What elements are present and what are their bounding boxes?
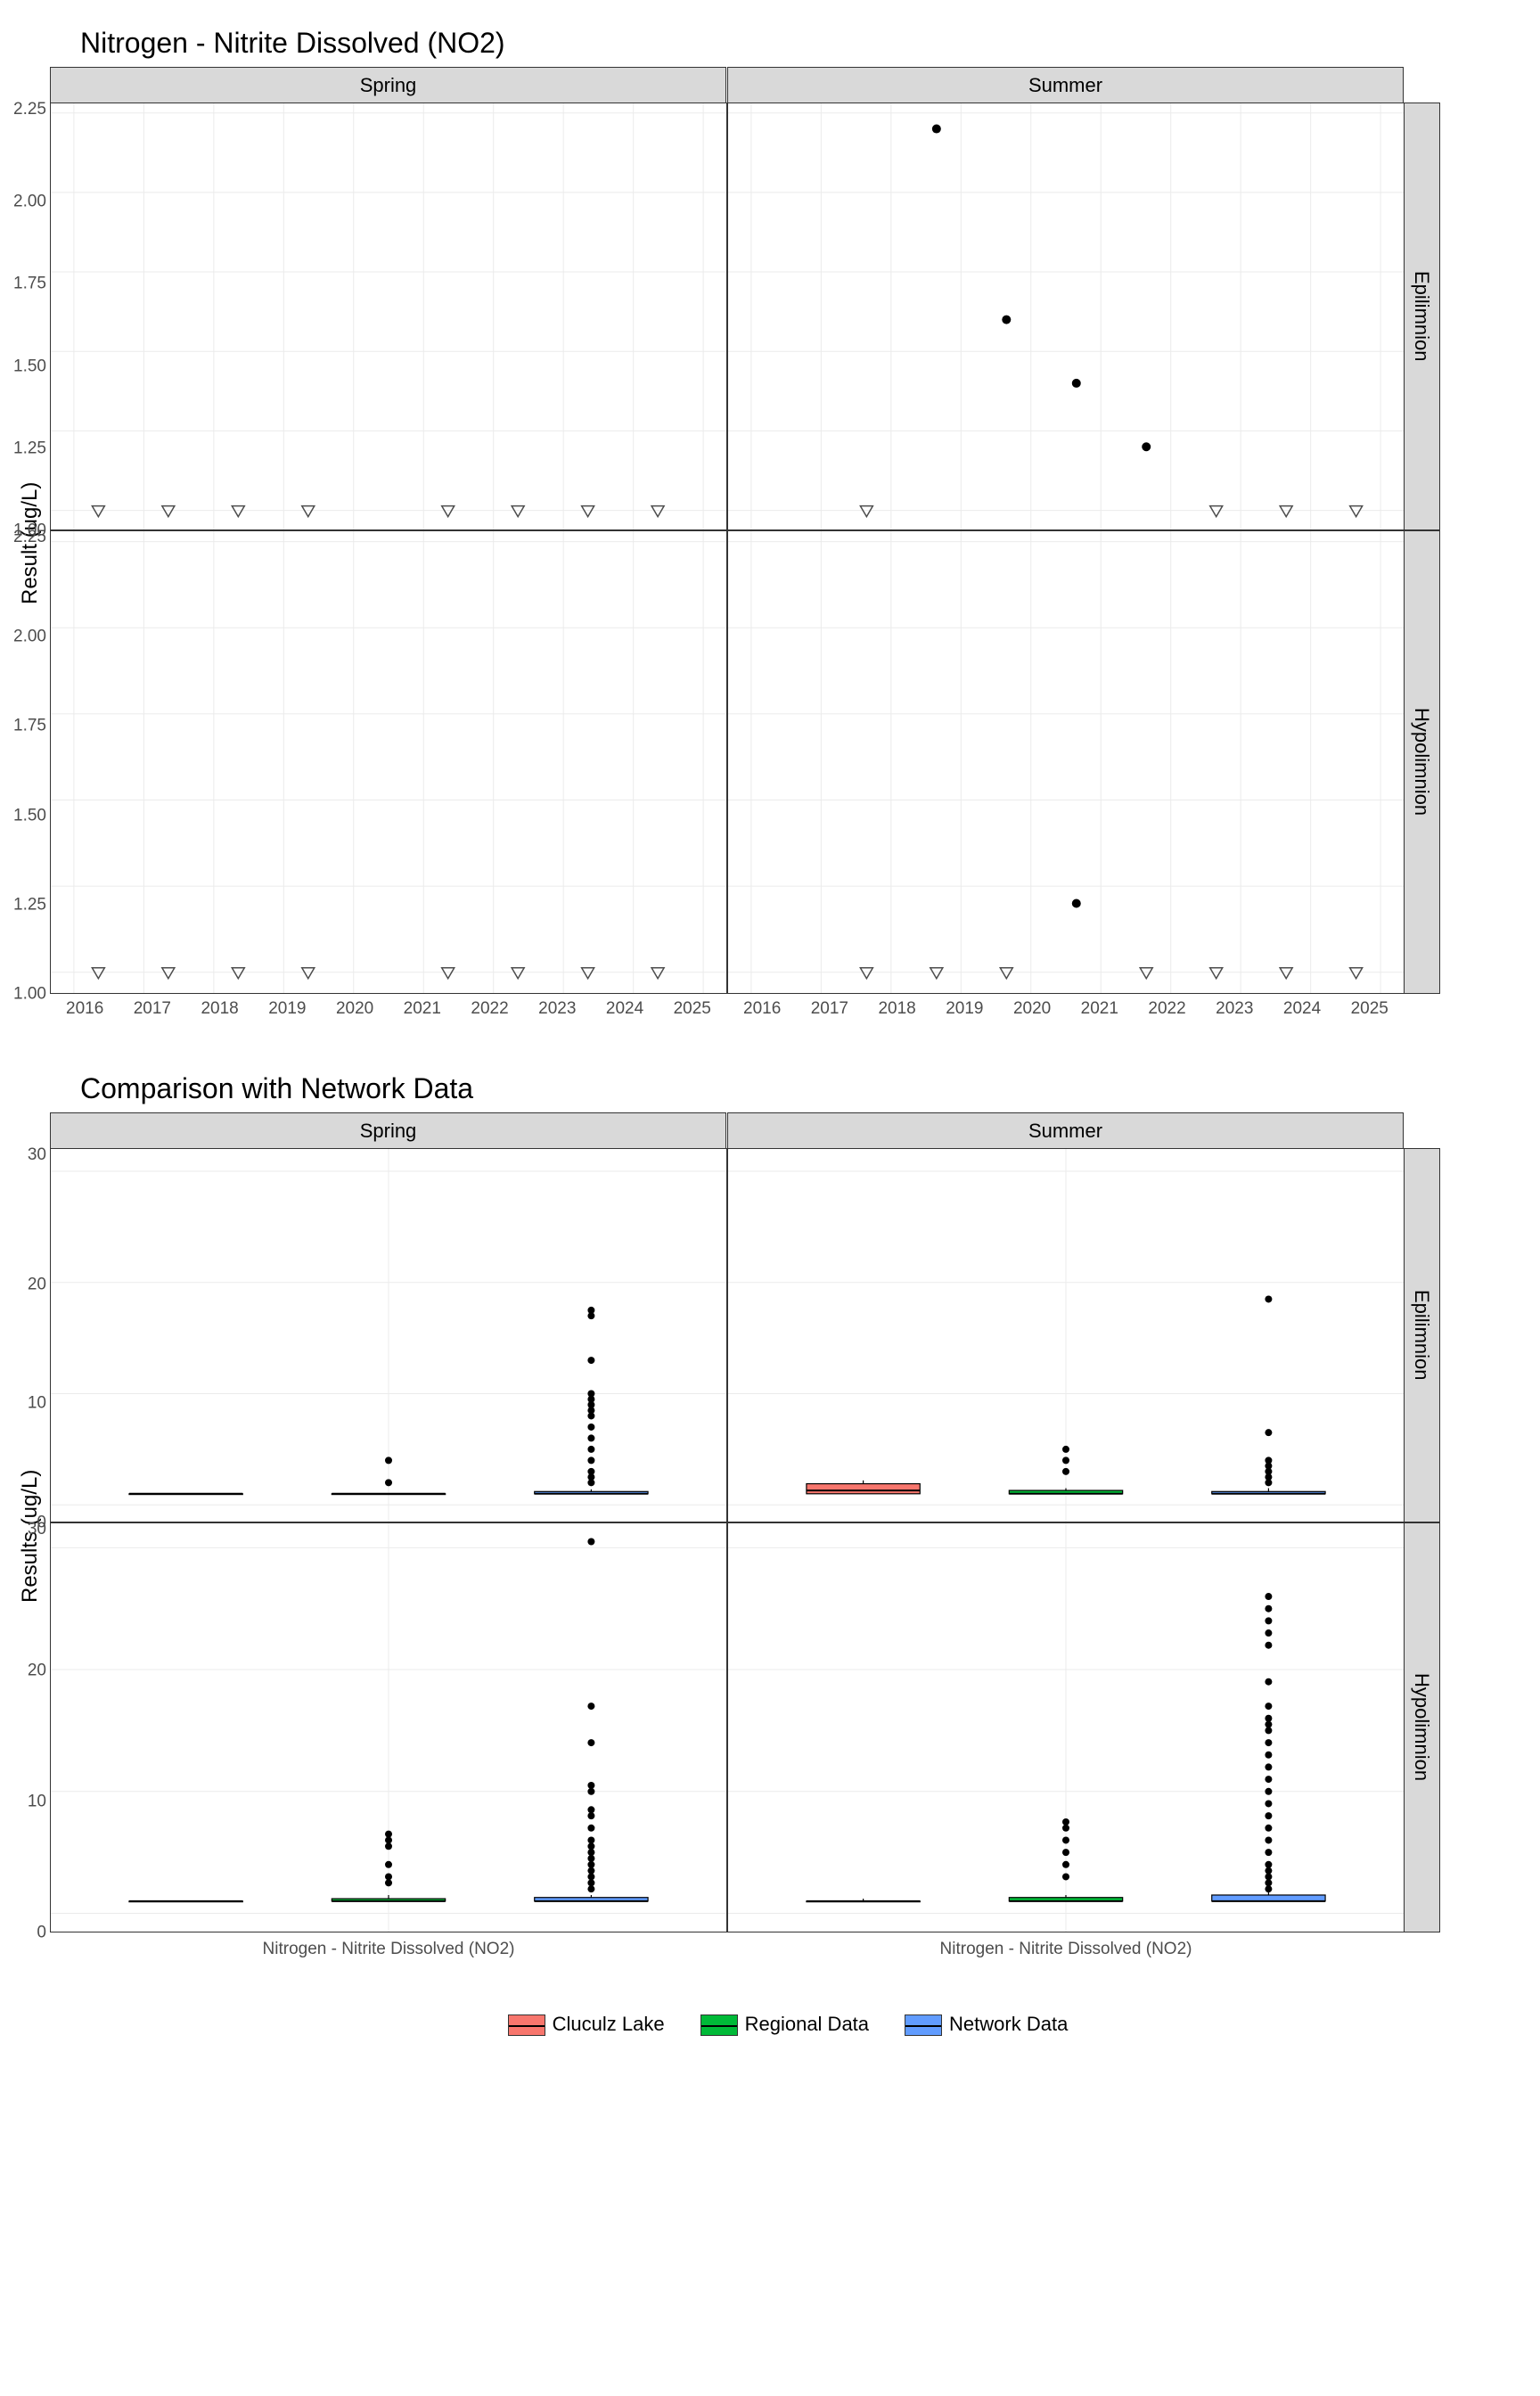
plot-area — [727, 1522, 1405, 1932]
fig1-panels: Spring2.252.001.751.501.251.00SummerEpil… — [50, 67, 1440, 994]
fig2-panel: Spring3020100 — [50, 1112, 727, 1522]
x-label: Nitrogen - Nitrite Dissolved (NO2) — [50, 1932, 727, 1959]
fig1-title: Nitrogen - Nitrite Dissolved (NO2) — [80, 27, 1540, 60]
fig1-panel: Spring2.252.001.751.501.251.00 — [50, 67, 727, 530]
row-strip: Epilimnion — [1403, 1148, 1440, 1522]
legend-item: Cluculz Lake — [508, 2013, 665, 2036]
figure-2: Comparison with Network Data Results (ug… — [18, 1072, 1540, 1959]
column-strip: Spring — [50, 67, 726, 104]
fig2-panel: Hypolimnion — [727, 1522, 1405, 1932]
plot-area — [50, 530, 727, 994]
legend-swatch — [905, 2014, 942, 2036]
row-strip: Hypolimnion — [1403, 1522, 1440, 1932]
fig2-panel: 3020100 — [50, 1522, 727, 1932]
column-strip: Spring — [50, 1112, 726, 1150]
plot-area — [727, 1148, 1405, 1522]
plot-area — [50, 103, 727, 530]
plot-area — [50, 1522, 727, 1932]
legend-swatch — [700, 2014, 738, 2036]
fig2-title: Comparison with Network Data — [80, 1072, 1540, 1105]
legend-label: Network Data — [949, 2013, 1068, 2035]
fig1-panel: SummerEpilimnion — [727, 67, 1405, 530]
fig1-panel: Hypolimnion — [727, 530, 1405, 994]
x-label: Nitrogen - Nitrite Dissolved (NO2) — [727, 1932, 1405, 1959]
column-strip: Summer — [727, 67, 1404, 104]
fig1-xaxis: 2016201720182019202020212022202320242025… — [50, 994, 1405, 1019]
column-strip: Summer — [727, 1112, 1404, 1150]
x-ticks: 2016201720182019202020212022202320242025 — [727, 994, 1405, 1019]
row-strip: Hypolimnion — [1403, 530, 1440, 994]
y-ticks: 3020100 — [0, 1148, 46, 1522]
legend: Cluculz Lake Regional Data Network Data — [18, 2013, 1540, 2036]
row-strip: Epilimnion — [1403, 103, 1440, 530]
fig2-panels: Spring3020100SummerEpilimnion3020100Hypo… — [50, 1112, 1440, 1932]
legend-label: Regional Data — [745, 2013, 869, 2035]
figure-1: Nitrogen - Nitrite Dissolved (NO2) Resul… — [18, 27, 1540, 1019]
legend-item: Regional Data — [700, 2013, 869, 2036]
fig1-panel: 2.252.001.751.501.251.00 — [50, 530, 727, 994]
x-ticks: 2016201720182019202020212022202320242025 — [50, 994, 727, 1019]
y-ticks: 2.252.001.751.501.251.00 — [0, 530, 46, 994]
plot-area — [727, 530, 1405, 994]
plot-area — [727, 103, 1405, 530]
legend-swatch — [508, 2014, 545, 2036]
legend-label: Cluculz Lake — [553, 2013, 665, 2035]
legend-item: Network Data — [905, 2013, 1068, 2036]
y-ticks: 2.252.001.751.501.251.00 — [0, 103, 46, 530]
fig2-xaxis: Nitrogen - Nitrite Dissolved (NO2)Nitrog… — [50, 1932, 1405, 1959]
page: Nitrogen - Nitrite Dissolved (NO2) Resul… — [0, 0, 1540, 2063]
y-ticks: 3020100 — [0, 1522, 46, 1932]
fig2-panel: SummerEpilimnion — [727, 1112, 1405, 1522]
plot-area — [50, 1148, 727, 1522]
